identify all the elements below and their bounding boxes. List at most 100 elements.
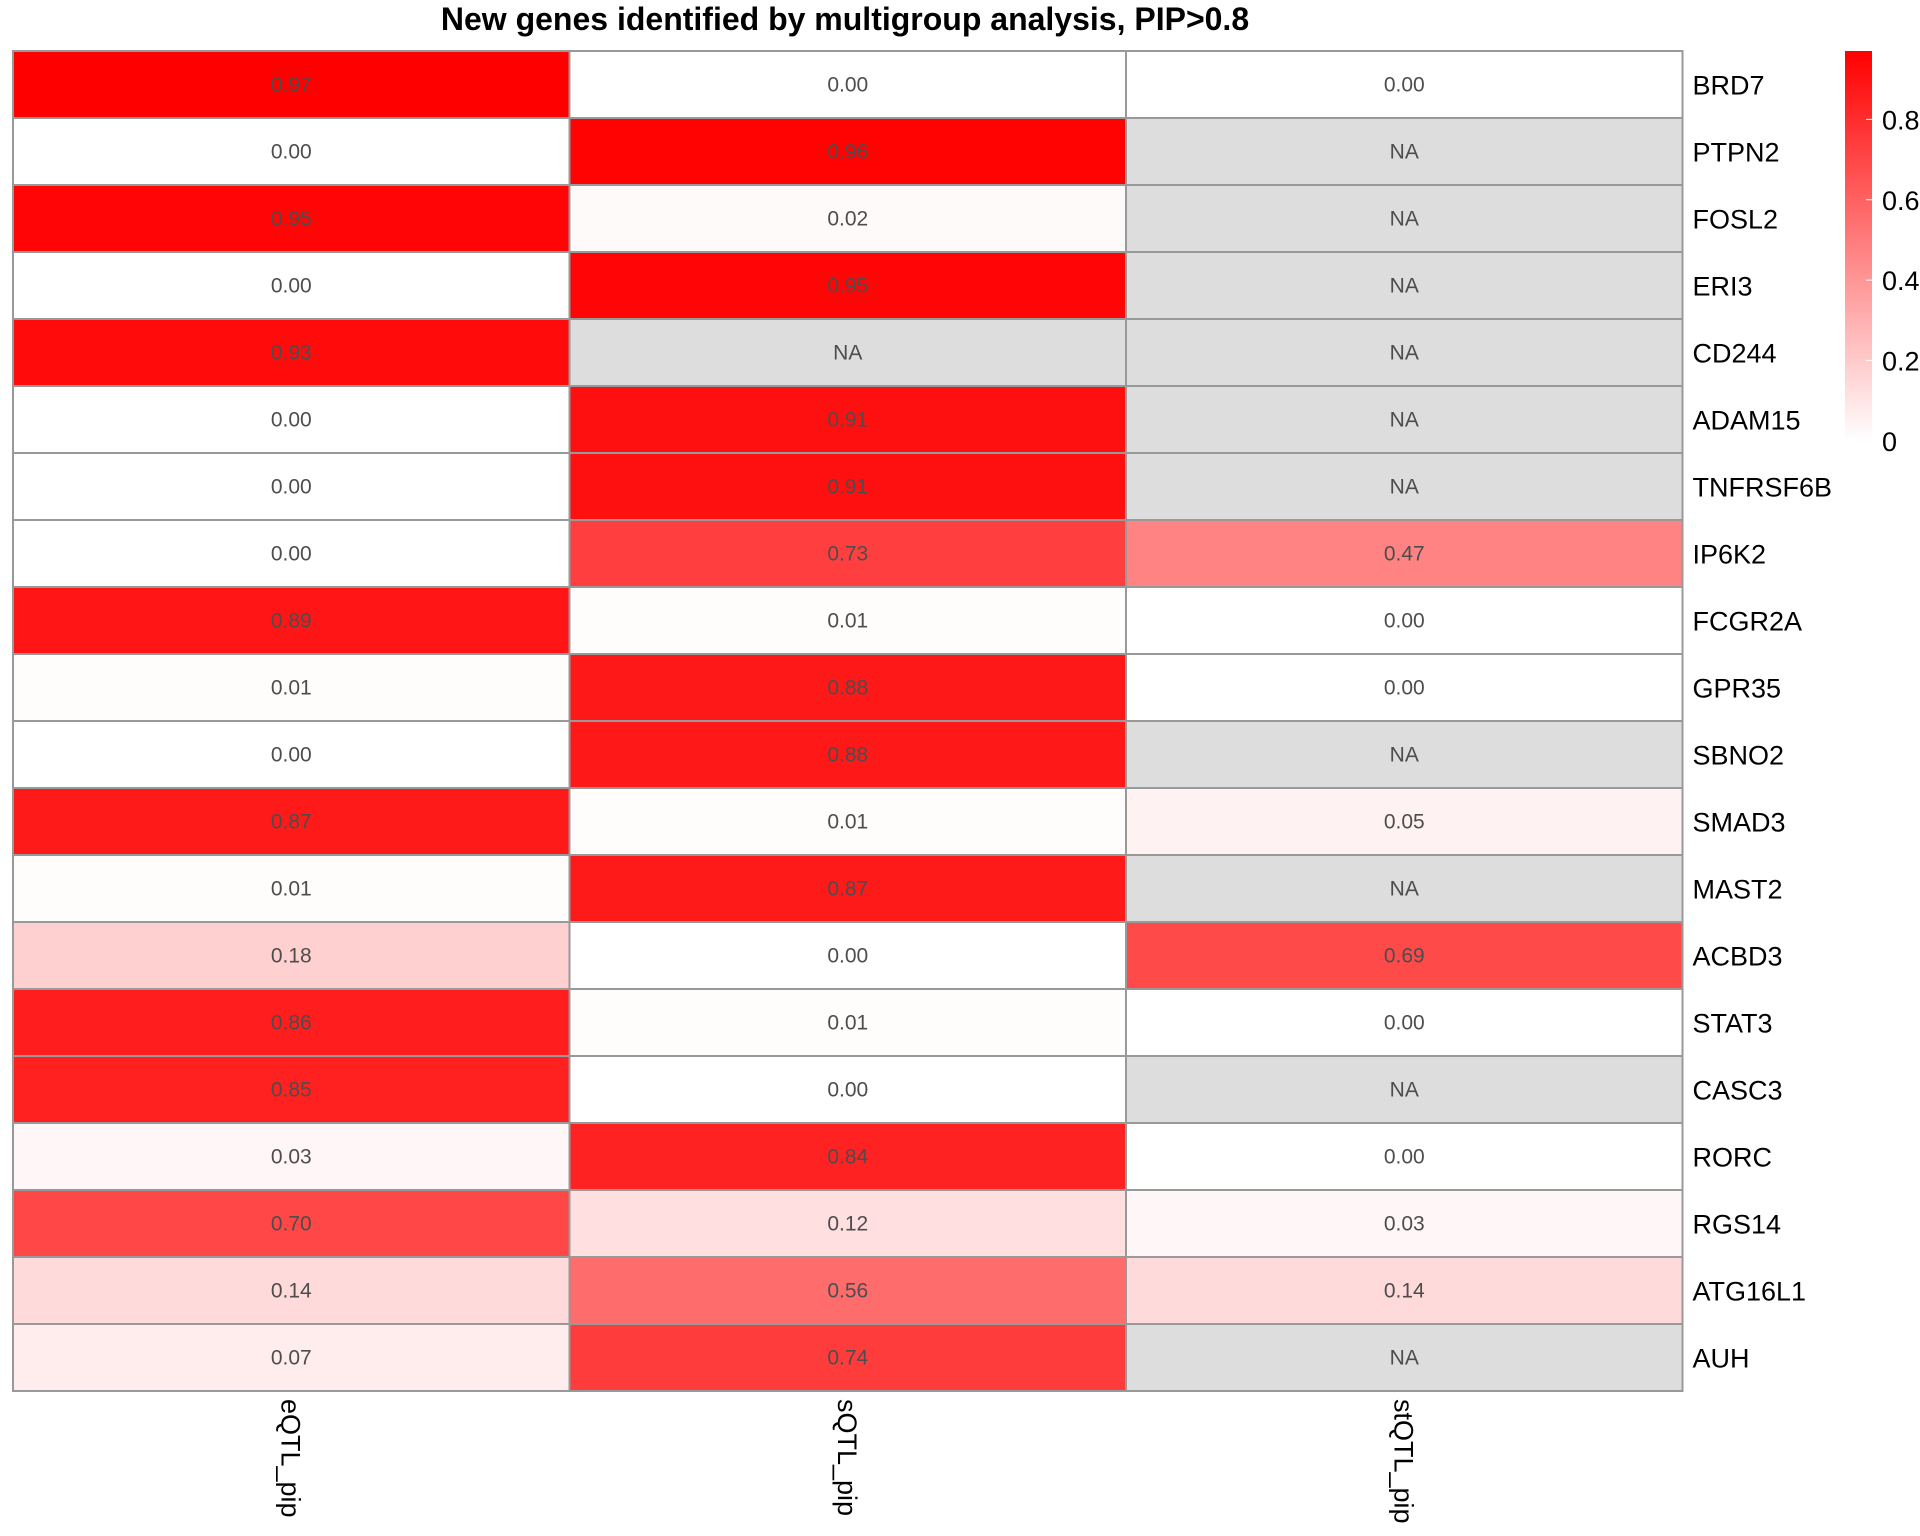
heatmap-cell bbox=[568, 385, 1127, 454]
heatmap-cell bbox=[568, 653, 1127, 722]
color-legend: 0 0.2 0.4 0.6 0.8 bbox=[1845, 51, 1920, 457]
cell-value-label: 0.97 bbox=[271, 74, 312, 97]
cell-value-label: 0.95 bbox=[271, 208, 312, 231]
heatmap-cells bbox=[12, 50, 1684, 1392]
row-labels: BRD7 PTPN2 FOSL2 ERI3 CD244 ADAM15 TNFRSF6B IP6… bbox=[1693, 71, 1833, 1374]
heatmap-cell bbox=[12, 452, 571, 521]
cell-value-label: NA bbox=[1390, 476, 1419, 499]
cell-value-label: NA bbox=[833, 342, 862, 365]
heatmap-cell bbox=[12, 50, 571, 119]
row-label: AUH bbox=[1693, 1344, 1750, 1374]
row-label: ATG16L1 bbox=[1693, 1277, 1807, 1307]
heatmap-cell-values: 0.97 0.00 0.00 0.00 0.96 NA 0.95 0.02 NA 0.00 0.95… bbox=[271, 74, 1425, 1370]
heatmap-cell bbox=[568, 318, 1127, 387]
heatmap-cell bbox=[12, 1256, 571, 1325]
cell-value-label: 0.88 bbox=[827, 677, 868, 700]
legend-tick-label: 0.6 bbox=[1882, 186, 1920, 216]
cell-value-label: 0.00 bbox=[1384, 610, 1425, 633]
heatmap-cell bbox=[12, 653, 571, 722]
cell-value-label: 0.70 bbox=[271, 1213, 312, 1236]
row-label: SMAD3 bbox=[1693, 808, 1786, 838]
cell-value-label: 0.93 bbox=[271, 342, 312, 365]
cell-value-label: 0.00 bbox=[827, 1079, 868, 1102]
cell-value-label: 0.02 bbox=[827, 208, 868, 231]
heatmap-cell bbox=[12, 1055, 571, 1124]
cell-value-label: 0.00 bbox=[271, 744, 312, 767]
column-label: eQTL_pip bbox=[275, 1399, 305, 1518]
cell-value-label: 0.00 bbox=[1384, 1146, 1425, 1169]
cell-value-label: 0.69 bbox=[1384, 945, 1425, 968]
heatmap-cell bbox=[12, 720, 571, 789]
row-label: PTPN2 bbox=[1693, 138, 1780, 168]
heatmap-cell bbox=[1125, 251, 1684, 320]
cell-value-label: NA bbox=[1390, 744, 1419, 767]
heatmap-cell bbox=[568, 50, 1127, 119]
row-label: CD244 bbox=[1693, 339, 1777, 369]
cell-value-label: 0.14 bbox=[1384, 1280, 1425, 1303]
row-label: IP6K2 bbox=[1693, 540, 1767, 570]
heatmap-cell bbox=[12, 385, 571, 454]
heatmap-cell bbox=[1125, 653, 1684, 722]
cell-value-label: 0.00 bbox=[271, 141, 312, 164]
cell-value-label: 0.00 bbox=[271, 543, 312, 566]
cell-value-label: 0.87 bbox=[827, 878, 868, 901]
cell-value-label: 0.73 bbox=[827, 543, 868, 566]
cell-value-label: 0.01 bbox=[827, 811, 868, 834]
cell-value-label: 0.86 bbox=[271, 1012, 312, 1035]
heatmap-cell bbox=[1125, 117, 1684, 186]
heatmap-cell bbox=[1125, 452, 1684, 521]
cell-value-label: 0.03 bbox=[271, 1146, 312, 1169]
legend-tick-label: 0.2 bbox=[1882, 347, 1920, 377]
cell-value-label: 0.18 bbox=[271, 945, 312, 968]
heatmap-cell bbox=[12, 251, 571, 320]
cell-value-label: 0.00 bbox=[271, 275, 312, 298]
row-label: FOSL2 bbox=[1693, 205, 1779, 235]
row-label: ERI3 bbox=[1693, 272, 1753, 302]
legend-tick-label: 0 bbox=[1882, 427, 1897, 457]
cell-value-label: 0.00 bbox=[1384, 677, 1425, 700]
row-label: STAT3 bbox=[1693, 1009, 1773, 1039]
heatmap-cell bbox=[1125, 586, 1684, 655]
cell-value-label: 0.87 bbox=[271, 811, 312, 834]
legend-tick-label: 0.8 bbox=[1882, 105, 1920, 135]
cell-value-label: 0.88 bbox=[827, 744, 868, 767]
cell-value-label: 0.01 bbox=[271, 878, 312, 901]
cell-value-label: 0.12 bbox=[827, 1213, 868, 1236]
heatmap-cell bbox=[1125, 50, 1684, 119]
heatmap-cell bbox=[12, 854, 571, 923]
cell-value-label: 0.03 bbox=[1384, 1213, 1425, 1236]
heatmap-cell bbox=[568, 1122, 1127, 1191]
heatmap-cell bbox=[12, 988, 571, 1057]
heatmap-cell bbox=[1125, 1055, 1684, 1124]
cell-value-label: 0.07 bbox=[271, 1347, 312, 1370]
cell-value-label: 0.85 bbox=[271, 1079, 312, 1102]
heatmap-cell bbox=[1125, 854, 1684, 923]
heatmap-cell bbox=[1125, 519, 1684, 588]
row-label: CASC3 bbox=[1693, 1076, 1783, 1106]
heatmap-cell bbox=[568, 1323, 1127, 1392]
row-label: MAST2 bbox=[1693, 875, 1783, 905]
cell-value-label: NA bbox=[1390, 141, 1419, 164]
heatmap-cell bbox=[568, 519, 1127, 588]
row-label: TNFRSF6B bbox=[1693, 473, 1833, 503]
row-label: BRD7 bbox=[1693, 71, 1765, 101]
cell-value-label: 0.01 bbox=[827, 1012, 868, 1035]
heatmap-cell bbox=[1125, 385, 1684, 454]
heatmap-cell bbox=[568, 1256, 1127, 1325]
heatmap-cell bbox=[568, 452, 1127, 521]
cell-value-label: 0.56 bbox=[827, 1280, 868, 1303]
column-label: stQTL_pip bbox=[1388, 1399, 1418, 1524]
cell-value-label: 0.00 bbox=[1384, 1012, 1425, 1035]
cell-value-label: NA bbox=[1390, 275, 1419, 298]
cell-value-label: 0.05 bbox=[1384, 811, 1425, 834]
heatmap-cell bbox=[1125, 720, 1684, 789]
row-label: RORC bbox=[1693, 1143, 1773, 1173]
chart-title: New genes identified by multigroup analy… bbox=[441, 1, 1249, 37]
heatmap-cell bbox=[12, 586, 571, 655]
row-label: ADAM15 bbox=[1693, 406, 1801, 436]
cell-value-label: 0.14 bbox=[271, 1280, 312, 1303]
heatmap-cell bbox=[12, 921, 571, 990]
heatmap-cell bbox=[568, 184, 1127, 253]
heatmap-cell bbox=[568, 1189, 1127, 1258]
